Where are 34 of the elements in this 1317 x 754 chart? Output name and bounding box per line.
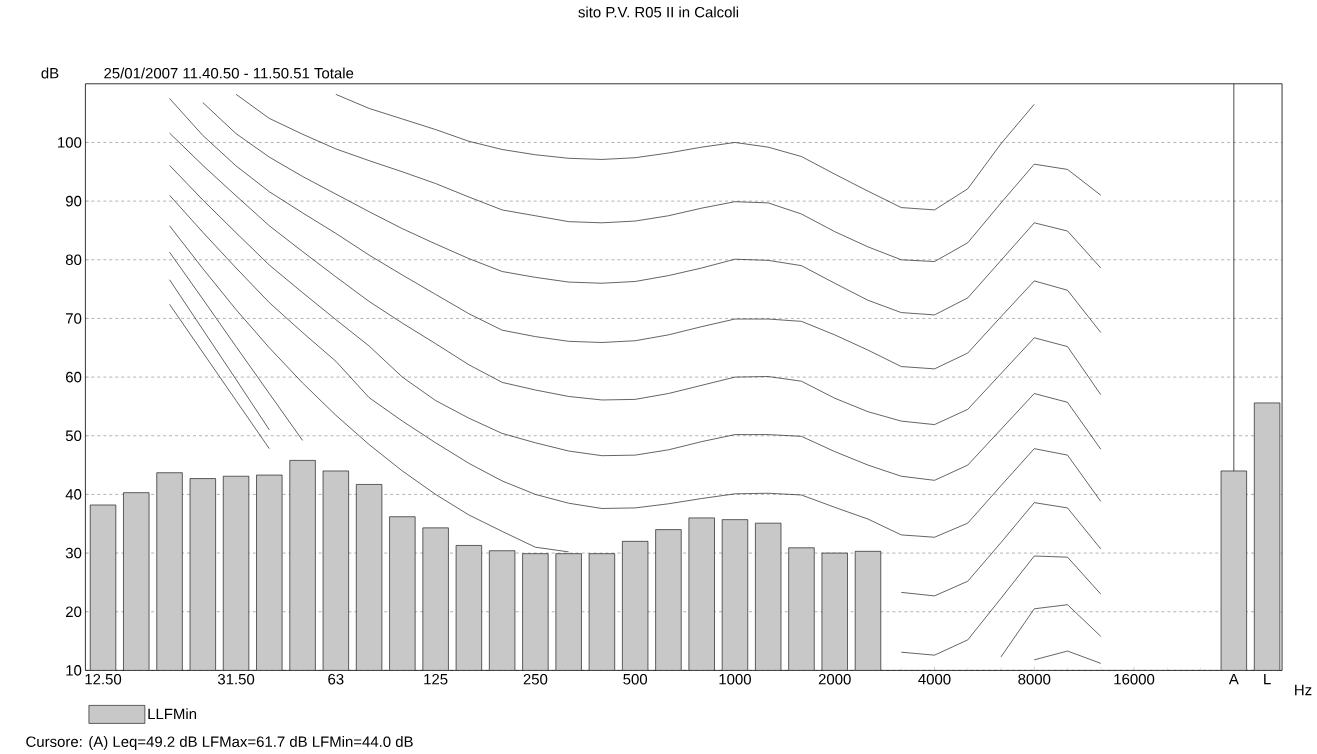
x-tick-label: 250 (523, 673, 548, 685)
y-tick-label: 50 (65, 430, 82, 442)
text: Cursore: (A) Leq=49.2 dB LFMax=61.7 dB LFMin=44.0 dB (26, 736, 413, 750)
y-tick-label: 40 (65, 489, 82, 500)
y-tick-label: 10 (66, 665, 82, 676)
line-series (235, 94, 1102, 262)
x-tick-label: 125 (424, 673, 448, 685)
x-tick-label: A (1228, 673, 1239, 685)
legend-label: LLFMin (148, 708, 197, 720)
y-tick-label: 80 (65, 254, 82, 266)
y-tick-label: 30 (65, 547, 82, 559)
y-tick-label: 20 (66, 606, 82, 618)
y-tick-label: 60 (66, 371, 82, 383)
line-series (169, 98, 1102, 370)
x-tick-label: 63 (328, 673, 344, 685)
chart-title: sito P.V. R05 II in Calcoli (578, 6, 739, 18)
y-axis-title: dB (41, 67, 59, 79)
x-tick-label: 1000 (719, 673, 751, 685)
y-tick-label: 90 (65, 195, 82, 207)
chart-subtitle: 25/01/2007 11.40.50 - 11.50.51 Totale (104, 67, 354, 79)
y-tick-label: 100 (58, 137, 82, 148)
y-tick-label: 70 (66, 313, 82, 324)
x-tick-label: L (1264, 673, 1271, 685)
x-tick-label: 16000 (1114, 673, 1155, 685)
line-series (169, 194, 1102, 538)
x-tick-label: 2000 (818, 673, 851, 685)
x-tick-label: 500 (623, 673, 648, 685)
x-tick-label: 4000 (918, 673, 951, 685)
line-series (335, 94, 1035, 211)
x-tick-label: 12.50 (85, 673, 122, 685)
x-tick-label: 31.50 (217, 673, 255, 685)
x-tick-label: 8000 (1018, 673, 1051, 685)
line-series (169, 164, 1102, 481)
x-axis-title: Hz (1295, 684, 1312, 696)
